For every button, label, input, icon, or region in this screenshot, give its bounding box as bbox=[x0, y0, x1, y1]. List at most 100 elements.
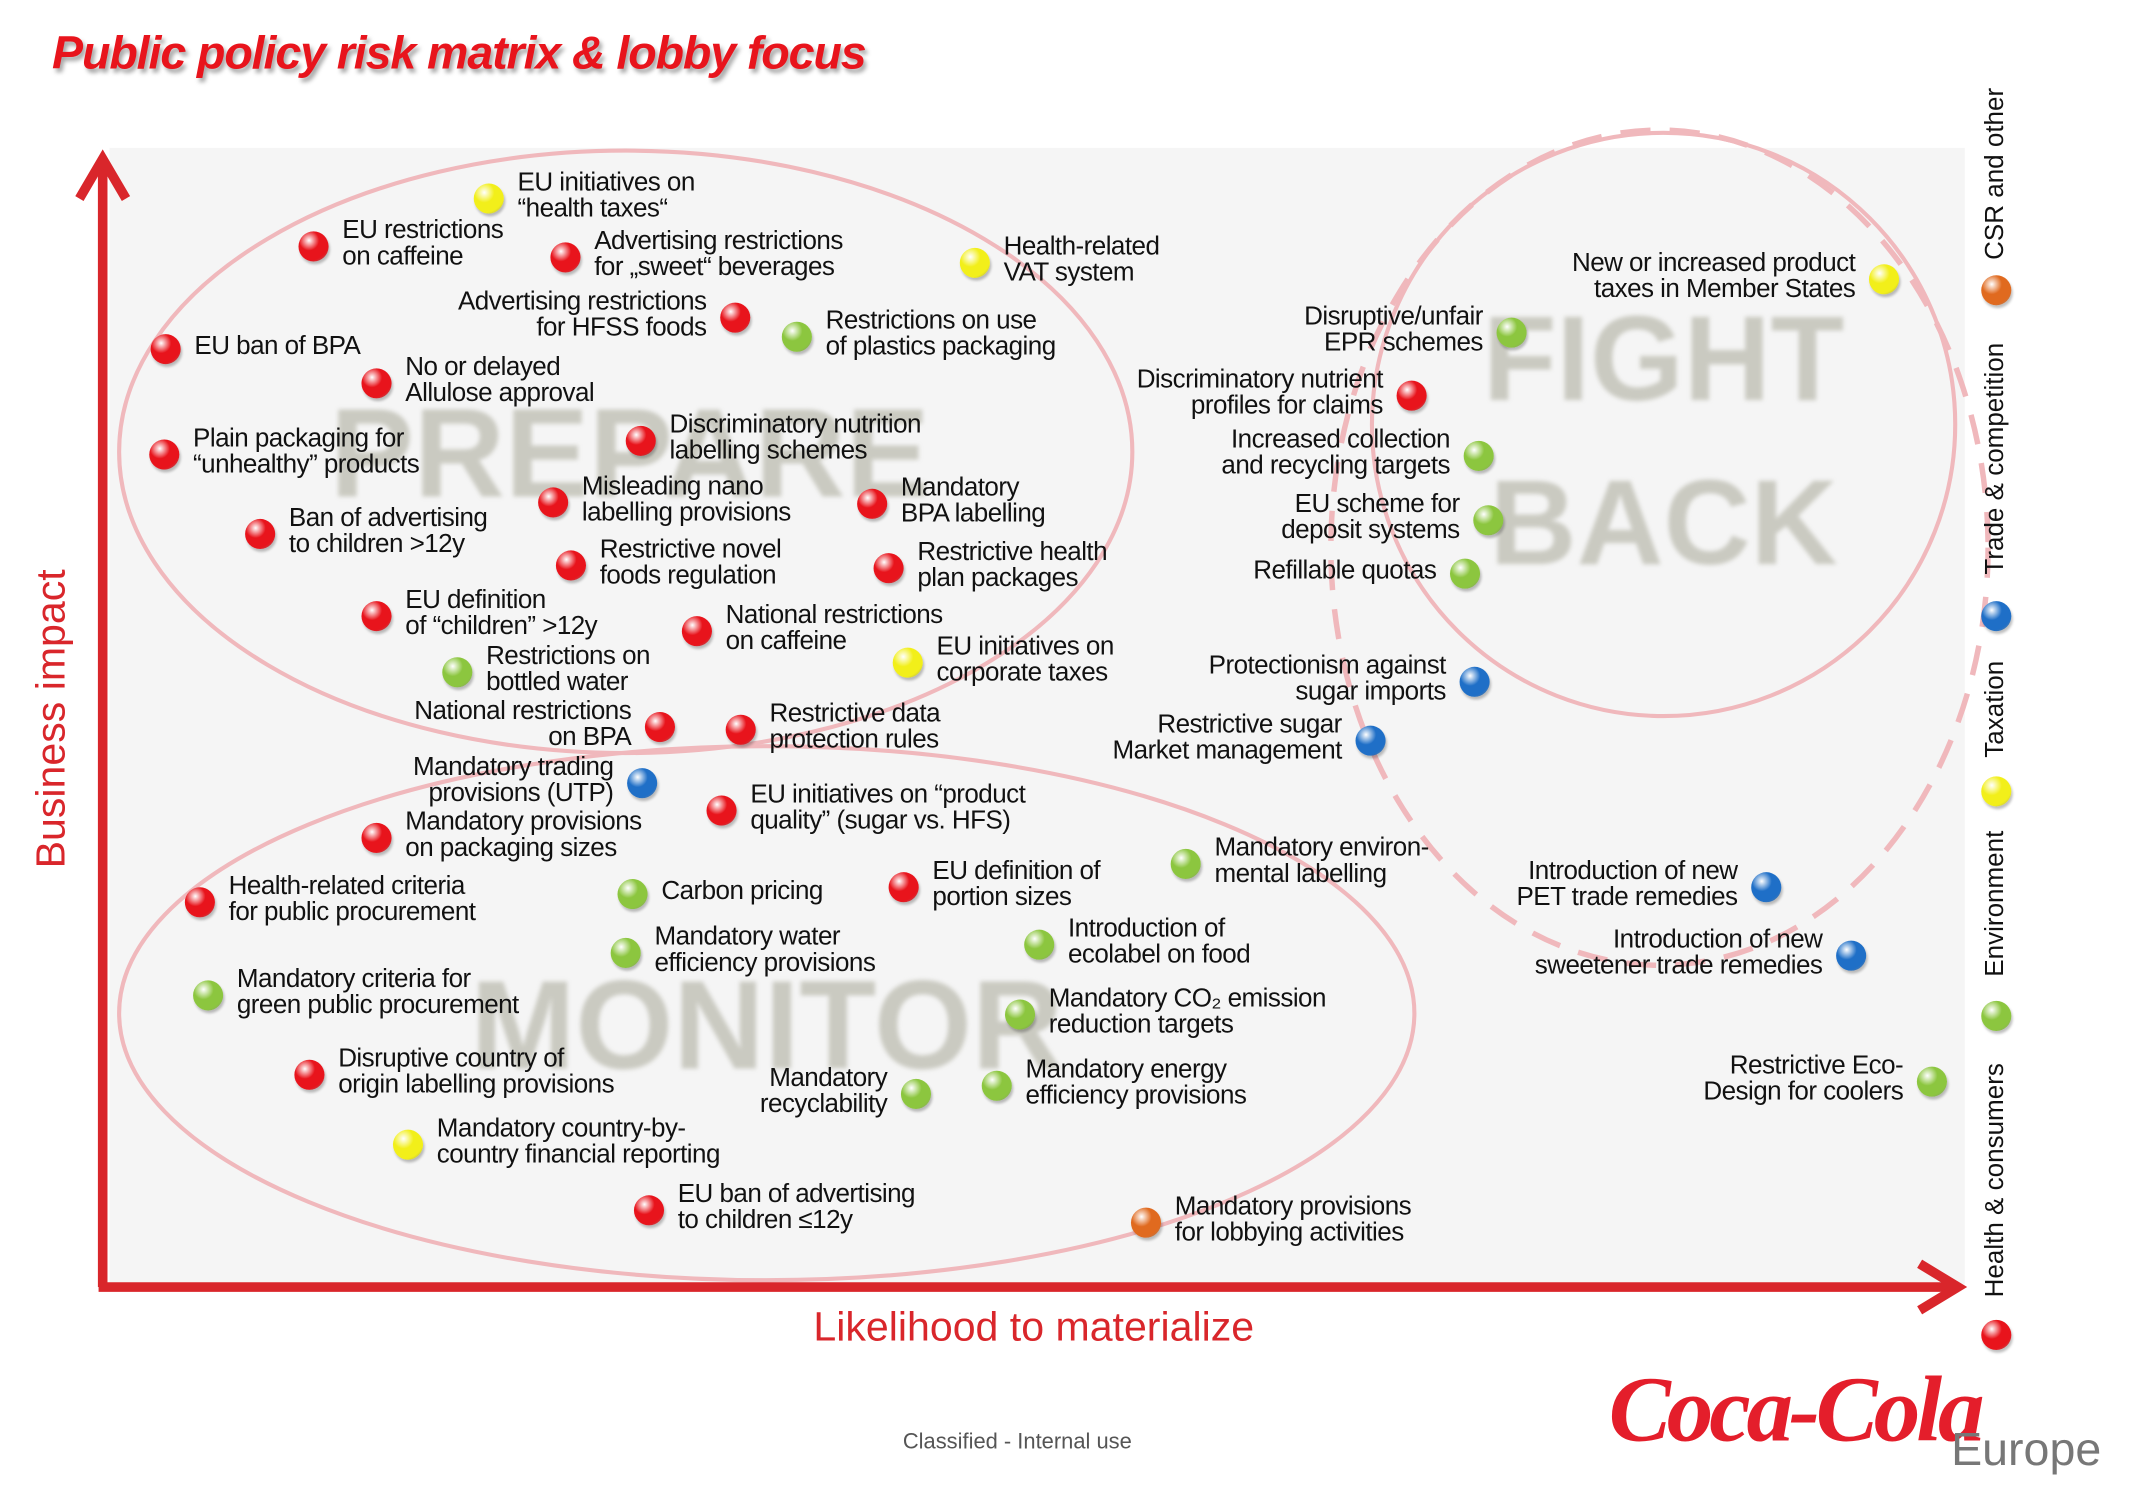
policy-item-label: Increased collection and recycling target… bbox=[1221, 427, 1450, 479]
policy-item-label: New or increased product taxes in Member … bbox=[1571, 249, 1856, 303]
coca-cola-logo: Coca-Cola bbox=[1608, 1356, 1985, 1461]
health-category-marker bbox=[150, 334, 181, 365]
env-category-marker bbox=[610, 937, 641, 969]
health-category-marker bbox=[245, 518, 276, 550]
env-category-marker bbox=[1916, 1066, 1948, 1097]
label-line: Health-related bbox=[1003, 232, 1160, 262]
health-category-marker bbox=[184, 887, 215, 918]
policy-item-label: Discriminatory nutrient profiles for clai… bbox=[1137, 367, 1384, 421]
monitor-zone-label: MONITOR bbox=[470, 956, 1064, 1097]
label-line: Misleading nano bbox=[581, 472, 764, 502]
health-category-marker bbox=[538, 487, 569, 518]
label-line: Disruptive/unfair bbox=[1304, 302, 1483, 332]
health-category-marker bbox=[644, 711, 676, 743]
label-line: mental labelling bbox=[1214, 859, 1387, 889]
label-line: green public procurement bbox=[236, 991, 519, 1021]
label-line: quality” (sugar vs. HFS) bbox=[750, 806, 1011, 836]
label-line: country financial reporting bbox=[436, 1140, 721, 1170]
label-line: Mandatory bbox=[900, 473, 1020, 503]
y-axis-arrow bbox=[75, 149, 131, 1288]
fight-back-zone-circle bbox=[1369, 130, 1958, 719]
label-line: Health-related criteria bbox=[228, 872, 466, 901]
x-axis-label: Likelihood to materialize bbox=[813, 1304, 1255, 1351]
env-category-marker bbox=[1463, 440, 1494, 472]
env-category-marker bbox=[981, 1070, 1012, 1101]
policy-item-label: EU initiatives on “health taxes“ bbox=[518, 170, 696, 222]
policy-item-label: Plain packaging for “unhealthy” products bbox=[193, 426, 420, 480]
policy-item-label: Mandatory country-by-country financial r… bbox=[436, 1116, 721, 1170]
policy-item-label: Protectionism against sugar imports bbox=[1209, 653, 1447, 707]
logo-region: Europe bbox=[1951, 1423, 2102, 1476]
env-category-marker bbox=[1449, 558, 1481, 589]
policy-item-label: Mandatory trading provisions (UTP) bbox=[413, 754, 614, 806]
label-line: Restrictive data bbox=[769, 699, 941, 729]
label-line: Mandatory water bbox=[654, 922, 841, 952]
policy-item-label: EU definition of “children” >12y bbox=[405, 587, 597, 639]
label-line: PET trade remedies bbox=[1516, 883, 1738, 912]
label-line: New or increased product bbox=[1571, 249, 1856, 278]
env-category-marker bbox=[1024, 929, 1055, 960]
label-line: profiles for claims bbox=[1190, 391, 1384, 421]
legend-trade-marker bbox=[1981, 601, 2012, 632]
label-line: National restrictions bbox=[414, 696, 632, 726]
label-line: Advertising restrictions bbox=[457, 287, 707, 317]
policy-item-label: Health-related criteria for public procur… bbox=[229, 874, 476, 926]
label-line: sugar imports bbox=[1295, 677, 1446, 707]
label-line: Discriminatory nutrition bbox=[669, 410, 922, 440]
health-category-marker bbox=[149, 439, 180, 470]
y-axis-label: Business impact bbox=[28, 569, 74, 869]
policy-item-label: Mandatory criteria for green public procu… bbox=[237, 967, 519, 1019]
legend-csr-marker bbox=[1981, 275, 2012, 306]
label-line: Introduction of bbox=[1067, 914, 1225, 944]
health-category-marker bbox=[857, 488, 888, 519]
trade-category-marker bbox=[1459, 666, 1490, 697]
label-line: Mandatory provisions bbox=[405, 807, 642, 837]
label-line: BPA labelling bbox=[900, 499, 1046, 529]
label-line: Market management bbox=[1112, 736, 1343, 766]
label-line: recyclability bbox=[759, 1089, 888, 1119]
label-line: Restrictions on use bbox=[825, 306, 1037, 336]
policy-item-label: Restrictions on use of plastics packaging bbox=[825, 306, 1057, 360]
label-line: Mandatory energy bbox=[1025, 1055, 1227, 1085]
label-line: EU restrictions bbox=[342, 216, 504, 246]
policy-item-label: Introduction of new sweetener trade remed… bbox=[1535, 927, 1823, 979]
label-line: Design for coolers bbox=[1703, 1077, 1904, 1107]
health-category-marker bbox=[361, 368, 392, 399]
health-category-marker bbox=[361, 822, 392, 854]
label-line: for public procurement bbox=[228, 898, 476, 927]
env-category-marker bbox=[442, 657, 473, 688]
label-line: Ban of advertising bbox=[288, 503, 488, 533]
policy-item-label: Mandatory recyclability bbox=[759, 1063, 888, 1119]
label-line: Restrictive Eco- bbox=[1729, 1051, 1904, 1081]
legend-health-marker bbox=[1981, 1319, 2012, 1351]
health-category-marker bbox=[1396, 380, 1427, 411]
tax-category-marker bbox=[892, 647, 923, 678]
label-line: for lobbying activities bbox=[1174, 1218, 1404, 1248]
label-line: for HFSS foods bbox=[536, 313, 707, 343]
label-line: of “children” >12y bbox=[405, 612, 598, 641]
health-category-marker bbox=[888, 872, 919, 903]
label-line: Increased collection bbox=[1230, 425, 1451, 455]
trade-category-marker bbox=[627, 768, 658, 799]
label-line: Carbon pricing bbox=[661, 876, 823, 906]
label-line: EU ban of BPA bbox=[194, 332, 361, 361]
label-line: “unhealthy” products bbox=[193, 450, 420, 480]
monitor-zone-ellipse bbox=[117, 744, 1417, 1283]
label-line: Mandatory provisions bbox=[1174, 1192, 1412, 1222]
health-category-marker bbox=[555, 550, 587, 581]
label-line: to children >12y bbox=[288, 529, 465, 559]
health-category-marker bbox=[298, 231, 329, 262]
label-line: Introduction of new bbox=[1612, 925, 1823, 955]
label-line: Mandatory bbox=[769, 1063, 888, 1093]
policy-item-label: Ban of advertising to children >12y bbox=[288, 503, 488, 559]
policy-item-label: Disruptive/unfair EPR schemes bbox=[1304, 304, 1483, 356]
env-category-marker bbox=[1496, 317, 1527, 348]
legend-csr-label: CSR and other bbox=[1981, 87, 2010, 260]
tax-category-marker bbox=[1868, 264, 1900, 295]
policy-item-label: Mandatory BPA labelling bbox=[900, 473, 1046, 529]
policy-item-label: National restrictions on BPA bbox=[414, 696, 632, 752]
label-line: labelling schemes bbox=[669, 436, 868, 466]
label-line: on BPA bbox=[548, 722, 632, 752]
